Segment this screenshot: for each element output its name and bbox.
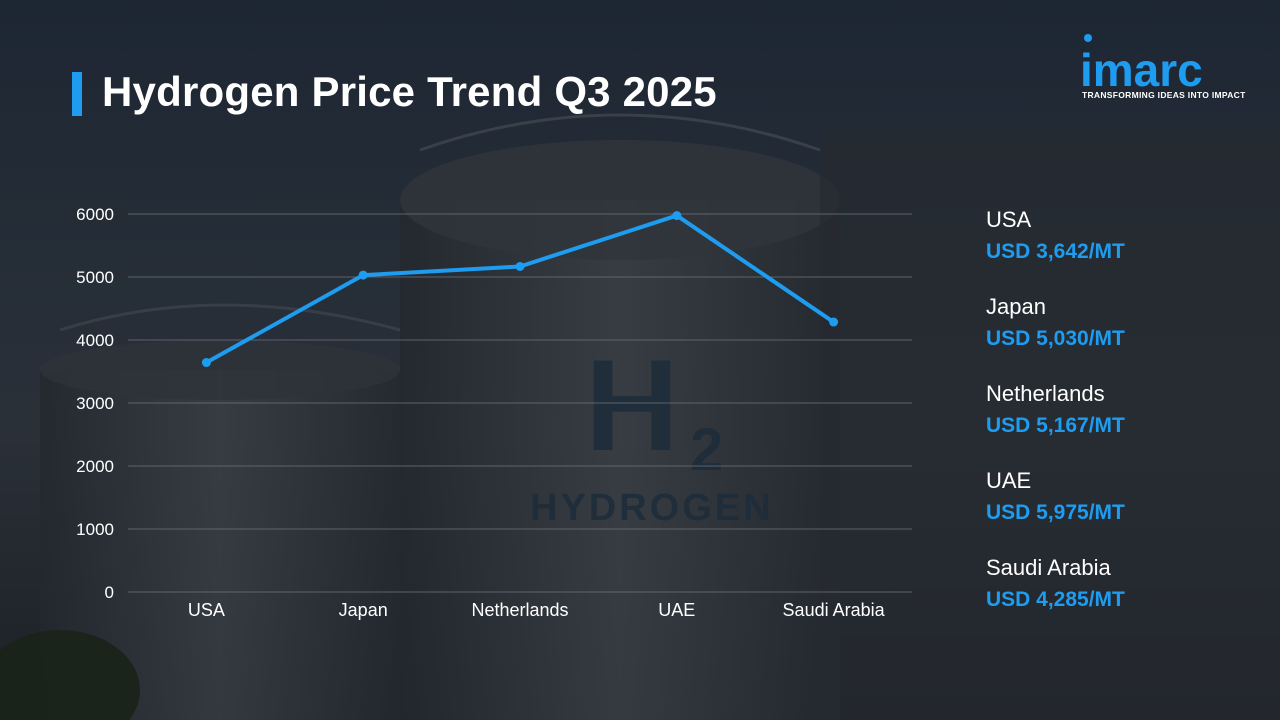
- price-trend-chart: 0 1000 2000 3000 4000 5000 6000 USA Japan Nether…: [76, 205, 912, 620]
- price-value: USD 5,167/MT: [986, 414, 1125, 437]
- y-tick-label: 2000: [76, 457, 114, 476]
- price-value: USD 5,030/MT: [986, 327, 1125, 350]
- price-value: USD 5,975/MT: [986, 501, 1125, 524]
- data-point: [358, 270, 368, 280]
- price-item-usa: USA USD 3,642/MT: [986, 204, 1266, 291]
- y-axis-ticks: 0 1000 2000 3000 4000 5000 6000: [76, 205, 114, 602]
- data-point: [201, 358, 211, 368]
- price-series: [201, 211, 839, 368]
- x-tick-label: Saudi Arabia: [783, 600, 886, 620]
- y-tick-label: 6000: [76, 205, 114, 224]
- price-value: USD 4,285/MT: [986, 588, 1125, 611]
- logo-brand-text: imarc: [1080, 44, 1203, 96]
- logo-tagline: TRANSFORMING IDEAS INTO IMPACT: [1082, 90, 1246, 100]
- tank-2-label: 2: [690, 416, 723, 483]
- y-tick-label: 1000: [76, 520, 114, 539]
- country-label: Japan: [986, 294, 1046, 319]
- x-axis-ticks: USA Japan Netherlands UAE Saudi Arabia: [188, 600, 886, 620]
- price-item-netherlands: Netherlands USD 5,167/MT: [986, 378, 1266, 465]
- country-label: Netherlands: [986, 381, 1105, 406]
- data-point: [515, 261, 525, 271]
- series-line: [204, 213, 836, 365]
- y-tick-label: 4000: [76, 331, 114, 350]
- y-tick-label: 3000: [76, 394, 114, 413]
- country-label: Saudi Arabia: [986, 555, 1111, 580]
- y-tick-label: 5000: [76, 268, 114, 287]
- y-tick-label: 0: [105, 583, 114, 602]
- price-list: USA USD 3,642/MT Japan USD 5,030/MT Neth…: [986, 204, 1266, 639]
- price-value: USD 3,642/MT: [986, 240, 1125, 263]
- country-label: UAE: [986, 468, 1032, 493]
- data-point: [672, 211, 682, 221]
- tank-h-label: H: [585, 332, 679, 478]
- price-item-uae: UAE USD 5,975/MT: [986, 465, 1266, 552]
- x-tick-label: Japan: [339, 600, 388, 620]
- price-item-japan: Japan USD 5,030/MT: [986, 291, 1266, 378]
- page-title: Hydrogen Price Trend Q3 2025: [102, 68, 717, 115]
- chart-grid: [128, 213, 912, 593]
- imarc-logo: imarc: [1080, 34, 1203, 96]
- x-tick-label: UAE: [658, 600, 695, 620]
- data-point: [829, 317, 839, 327]
- price-item-saudi-arabia: Saudi Arabia USD 4,285/MT: [986, 552, 1266, 639]
- title-accent-bar: [72, 72, 82, 116]
- tank-hydrogen-label: HYDROGEN: [530, 487, 774, 529]
- country-label: USA: [986, 207, 1032, 232]
- x-tick-label: Netherlands: [471, 600, 568, 620]
- x-tick-label: USA: [188, 600, 225, 620]
